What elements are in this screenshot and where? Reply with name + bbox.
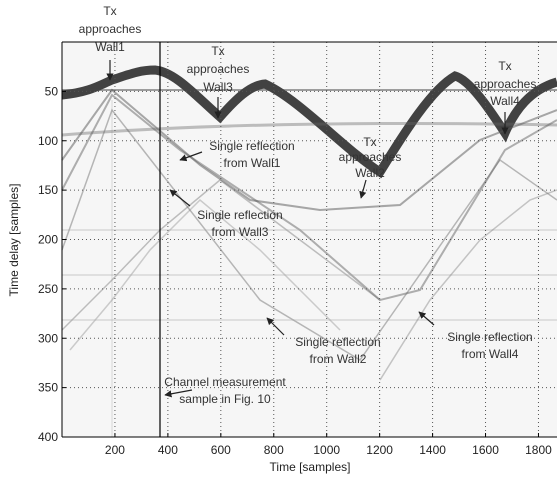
x-tick-label: 600 [211,443,231,457]
annotation-text: Tx [103,4,116,18]
y-tick-label: 150 [38,183,58,197]
arrows [106,60,509,398]
annotation-text: from Wall1 [224,156,281,170]
x-tick-label: 1200 [366,443,393,457]
annotation: Single reflection from Wall2 [295,335,380,366]
annotation: Single reflection from Wall1 [209,139,294,170]
annotation-text: approaches [187,62,250,76]
annotation-text: Tx [211,44,224,58]
annotation-text: from Wall2 [310,352,367,366]
annotation-text: from Wall4 [462,347,519,361]
annotation-text: Wall4 [490,94,520,108]
annotation-text: Single reflection [295,335,380,349]
annotation-text: approaches [339,150,402,164]
annotation-text: from Wall3 [212,225,269,239]
annotation-text: Wall2 [355,166,385,180]
annotation-text: Wall3 [203,80,233,94]
y-tick-label: 50 [45,84,59,98]
annotation-text: approaches [79,22,142,36]
y-tick-label: 400 [38,430,58,444]
x-tick-label: 1000 [313,443,340,457]
annotation: Single reflection from Wall4 [447,330,532,361]
annotation: Tx approaches Wall3 [187,44,250,94]
x-tick-label: 800 [264,443,284,457]
annotation-text: Tx [363,135,376,149]
radar-image [61,65,557,437]
x-tick-label: 1400 [419,443,446,457]
y-tick-label: 300 [38,331,58,345]
x-tick-label: 200 [105,443,125,457]
annotation: Tx approaches Wall4 [474,59,537,108]
annotation-text: Single reflection [209,139,294,153]
annotation: Channel measurement sample in Fig. 10 [164,375,286,406]
annotation-text: sample in Fig. 10 [179,392,271,406]
y-tick-label: 350 [38,381,58,395]
annotation-text: Wall1 [95,40,125,54]
x-tick-label: 1800 [525,443,552,457]
x-tick-label: 400 [158,443,178,457]
y-tick-label: 100 [38,134,58,148]
x-tick-label: 1600 [472,443,499,457]
annotation-text: Channel measurement [164,375,286,389]
annotation-text: Tx [498,59,511,73]
annotation-text: approaches [474,77,537,91]
annotation: Single reflection from Wall3 [197,208,282,239]
x-axis-label: Time [samples] [270,460,351,474]
y-axis-label: Time delay [samples] [7,184,21,297]
y-tick-label: 200 [38,233,58,247]
annotation-text: Single reflection [447,330,532,344]
annotation: Tx approaches Wall1 [79,4,142,54]
annotation-text: Single reflection [197,208,282,222]
y-tick-label: 250 [38,282,58,296]
